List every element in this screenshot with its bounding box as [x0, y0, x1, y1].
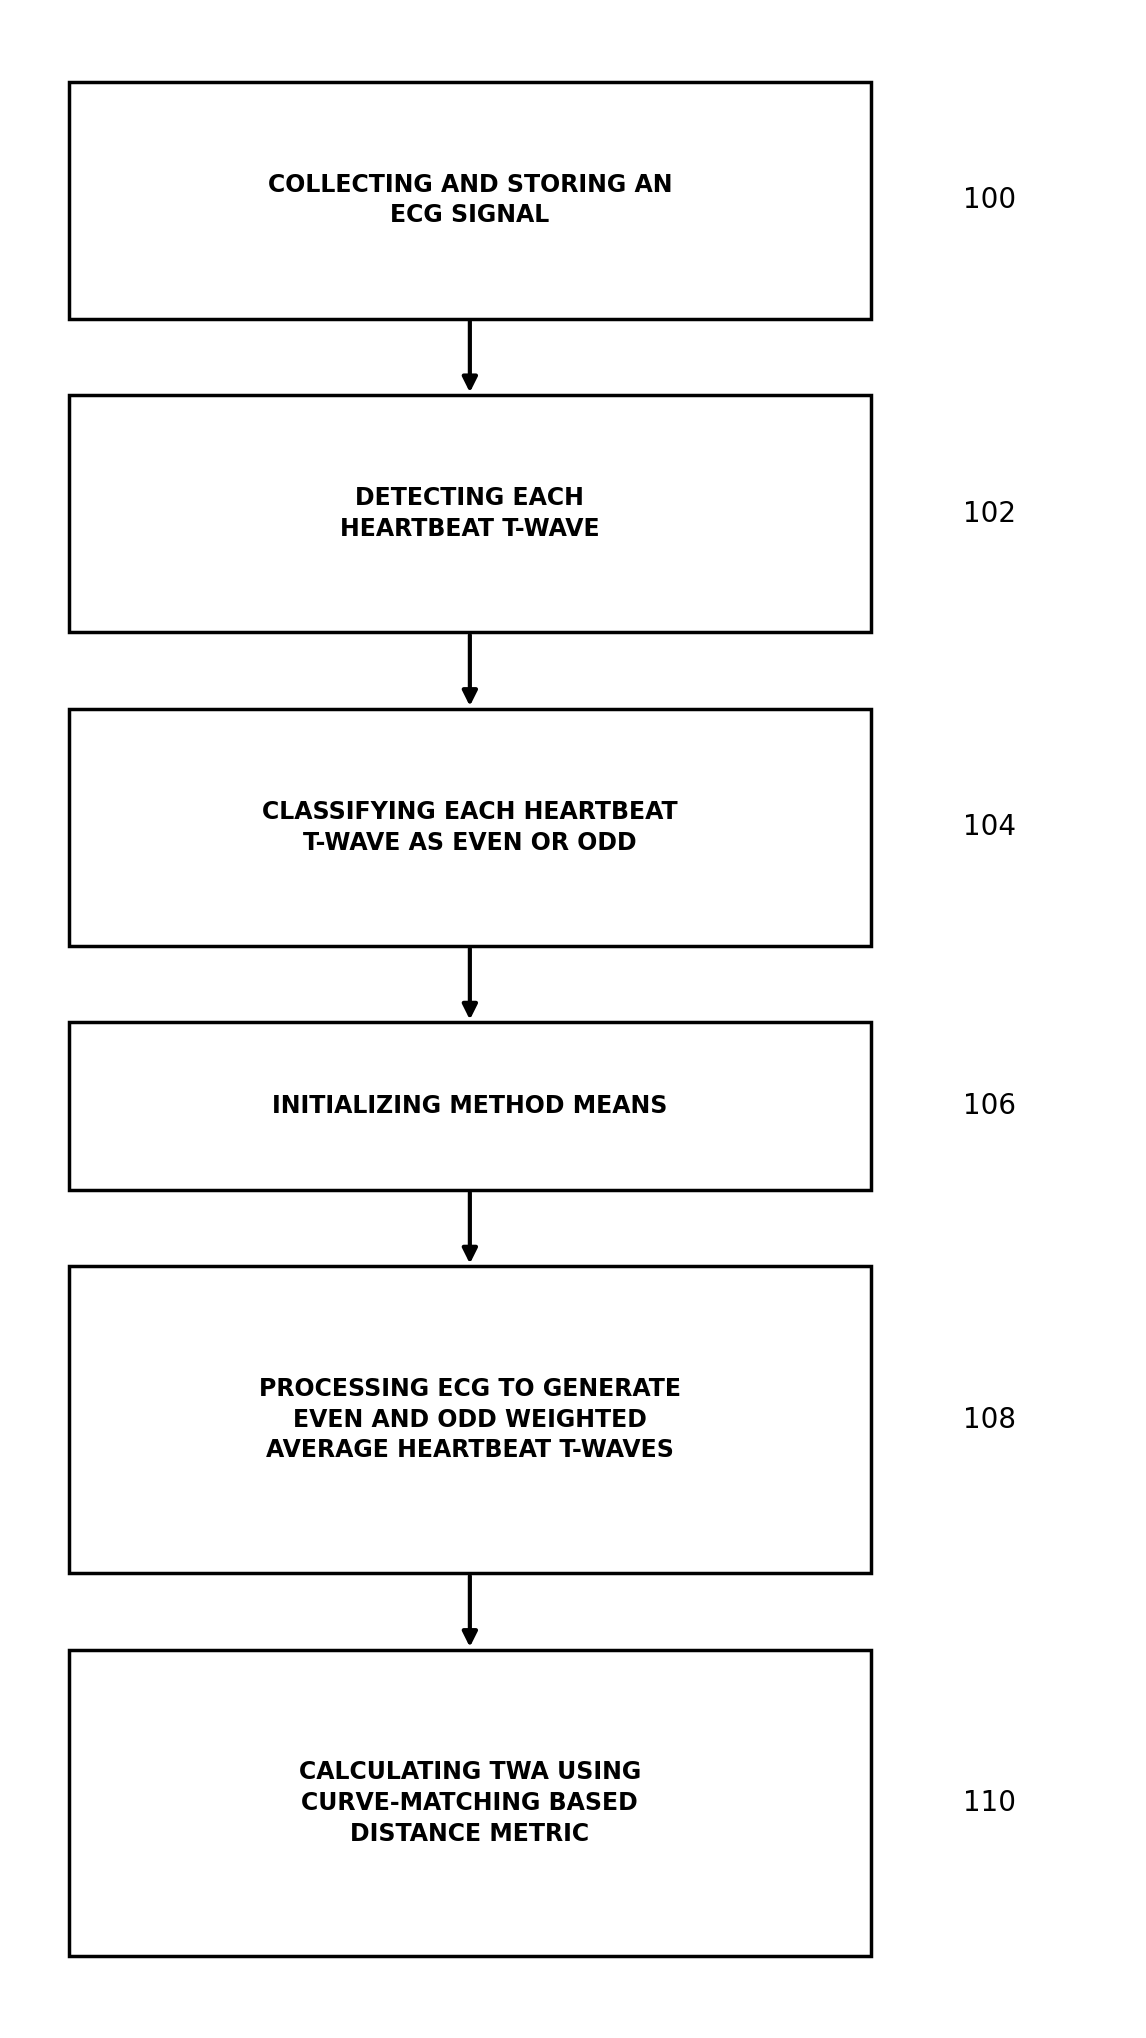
Text: PROCESSING ECG TO GENERATE
EVEN AND ODD WEIGHTED
AVERAGE HEARTBEAT T-WAVES: PROCESSING ECG TO GENERATE EVEN AND ODD … — [259, 1378, 681, 1463]
FancyBboxPatch shape — [69, 82, 871, 318]
FancyBboxPatch shape — [69, 1266, 871, 1573]
Text: INITIALIZING METHOD MEANS: INITIALIZING METHOD MEANS — [272, 1094, 668, 1119]
Text: 110: 110 — [963, 1789, 1015, 1818]
FancyBboxPatch shape — [69, 1023, 871, 1190]
FancyBboxPatch shape — [69, 709, 871, 946]
Text: COLLECTING AND STORING AN
ECG SIGNAL: COLLECTING AND STORING AN ECG SIGNAL — [268, 173, 672, 228]
Text: 108: 108 — [963, 1406, 1015, 1435]
FancyBboxPatch shape — [69, 1651, 871, 1956]
Text: CLASSIFYING EACH HEARTBEAT
T-WAVE AS EVEN OR ODD: CLASSIFYING EACH HEARTBEAT T-WAVE AS EVE… — [262, 801, 677, 854]
Text: 100: 100 — [963, 185, 1015, 214]
FancyBboxPatch shape — [69, 395, 871, 632]
Text: CALCULATING TWA USING
CURVE-MATCHING BASED
DISTANCE METRIC: CALCULATING TWA USING CURVE-MATCHING BAS… — [299, 1761, 641, 1846]
Text: 106: 106 — [963, 1092, 1015, 1121]
Text: 102: 102 — [963, 499, 1015, 528]
Text: DETECTING EACH
HEARTBEAT T-WAVE: DETECTING EACH HEARTBEAT T-WAVE — [340, 487, 599, 540]
Text: 104: 104 — [963, 813, 1015, 842]
